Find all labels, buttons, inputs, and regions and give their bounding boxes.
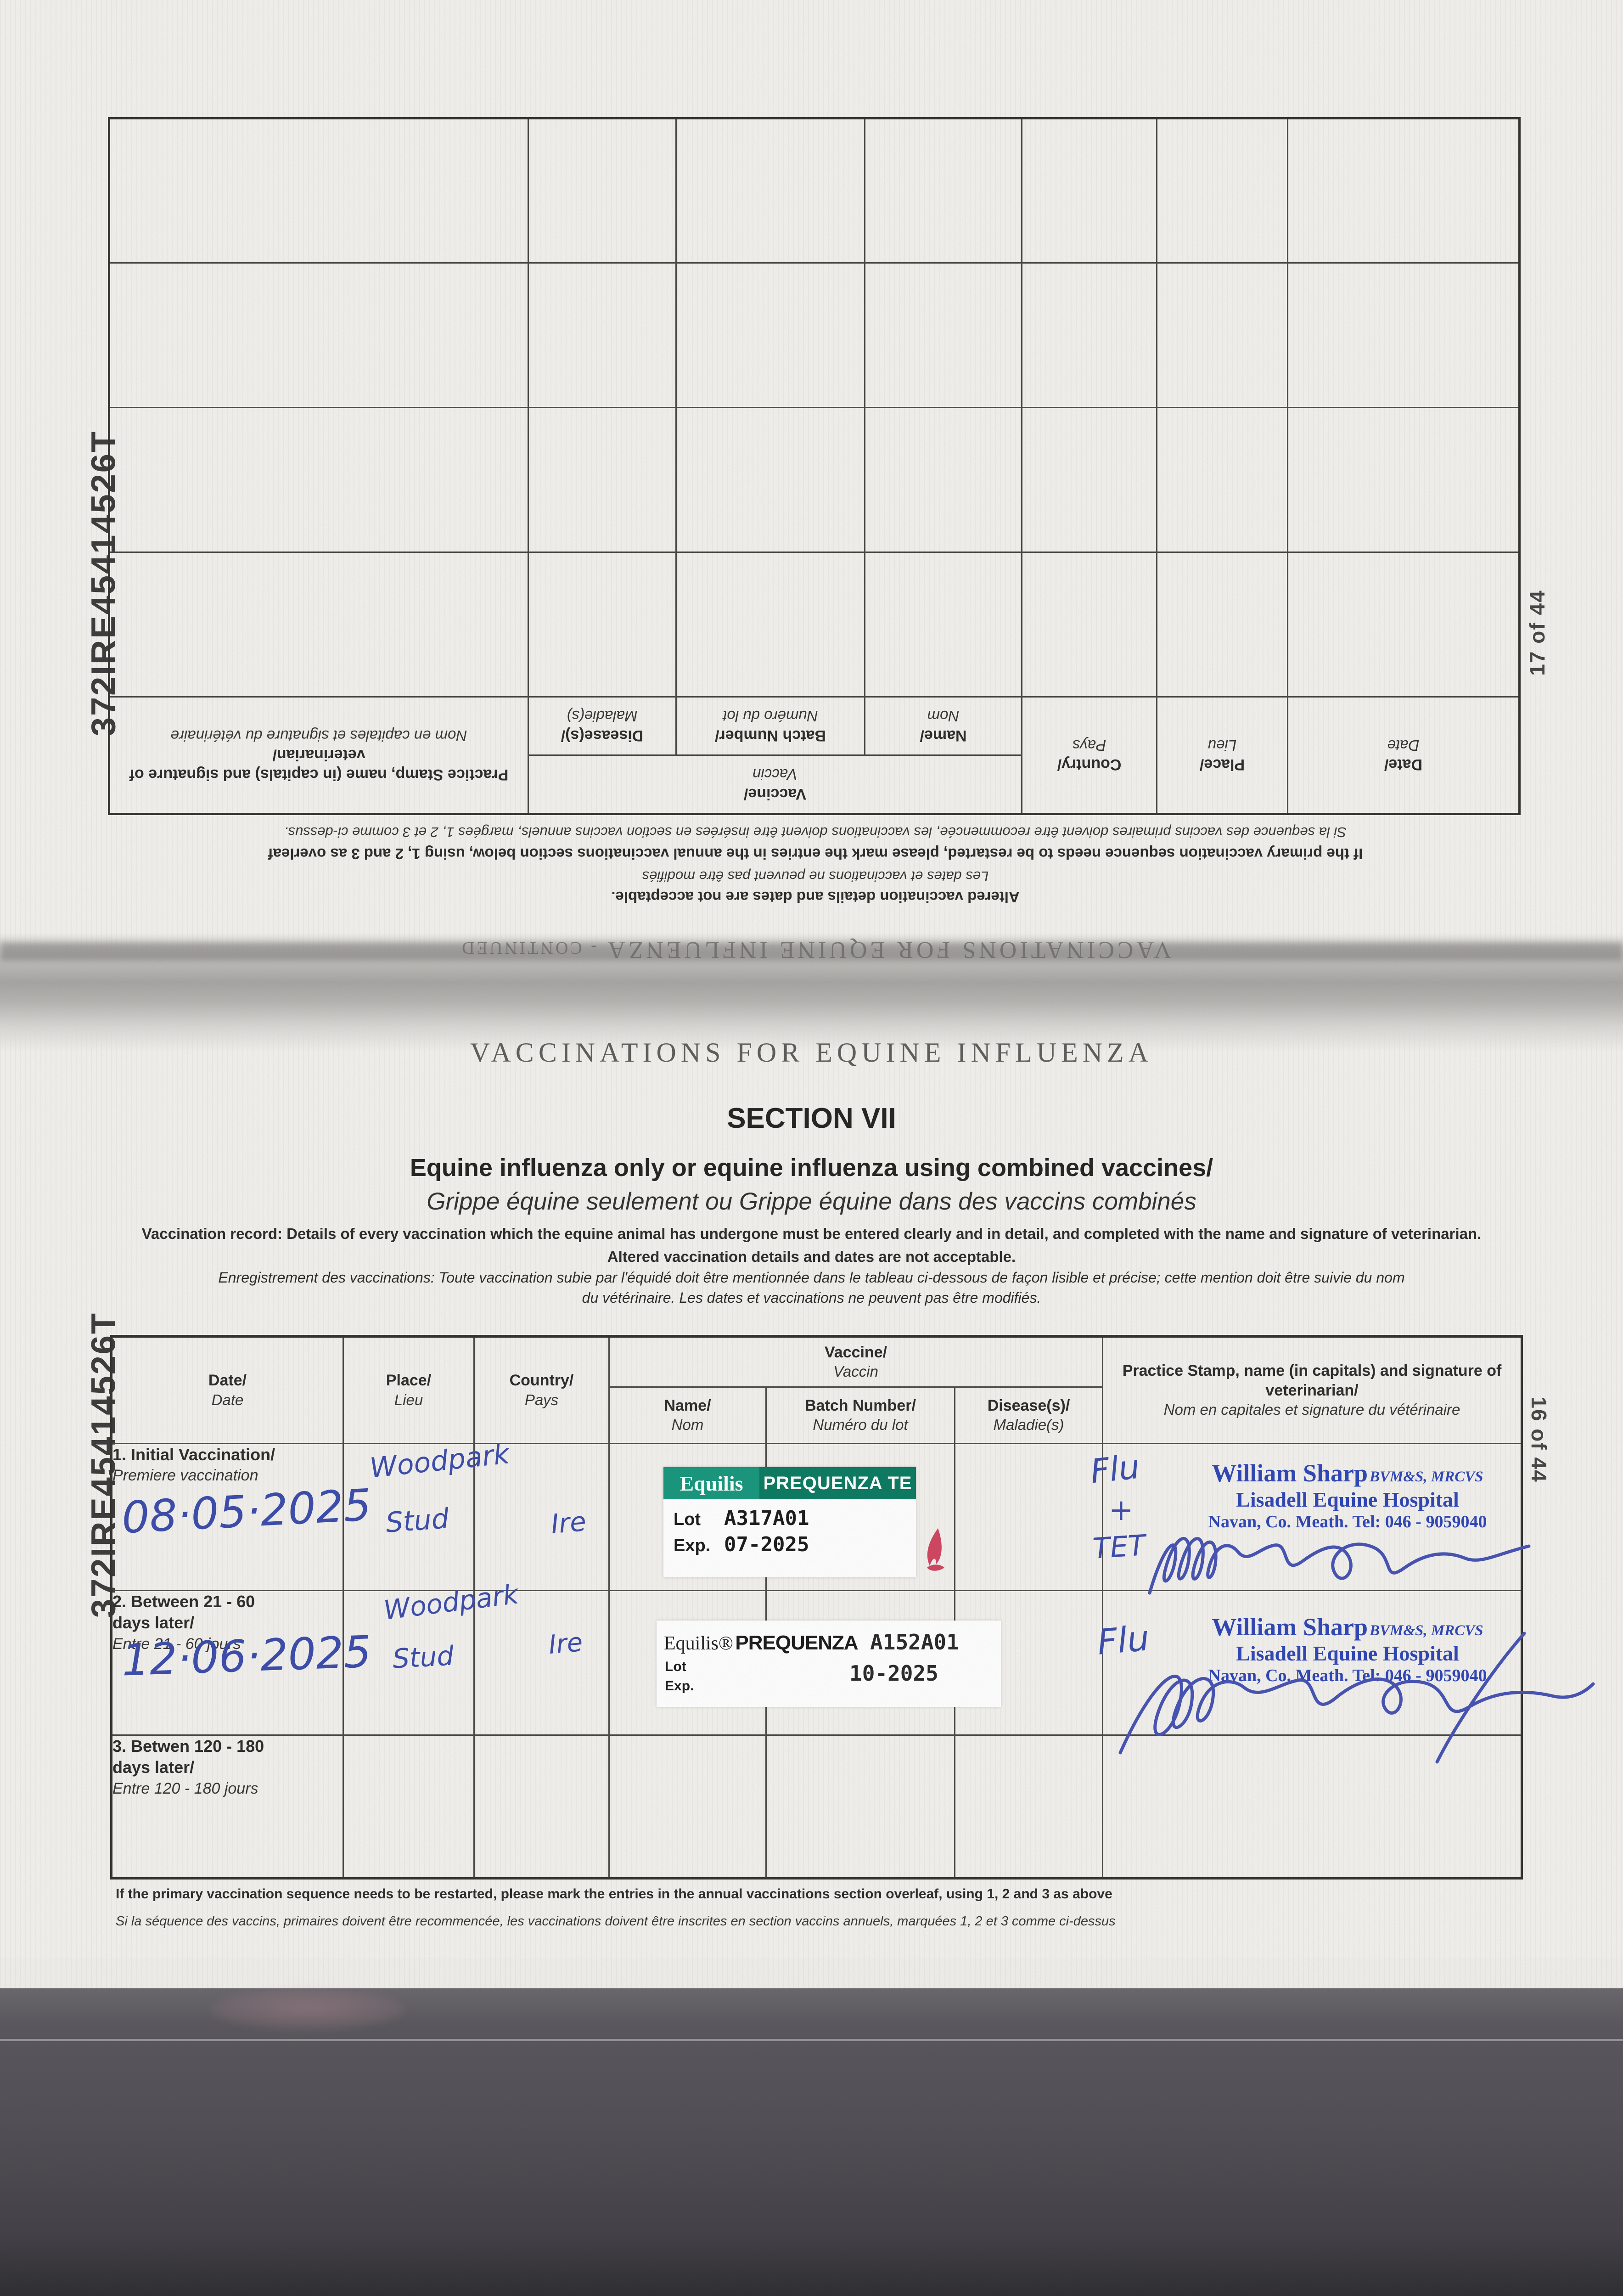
- vet-qualifications: BVM&S, MRCVS: [1369, 1469, 1483, 1485]
- sticker2-exp-label: Exp.: [665, 1678, 694, 1694]
- row1-place-handwritten-line2: Stud: [384, 1503, 450, 1539]
- subtitle-fr: Grippe équine seulement ou Grippe équine…: [427, 1188, 1196, 1215]
- table-row: [109, 552, 1520, 697]
- vaccination-record-area: Date/Date Place/Lieu Country/Pays Vaccin…: [110, 1335, 1595, 1880]
- sticker2-product: PREQUENZA: [735, 1632, 858, 1654]
- sticker-product: PREQUENZA TE: [759, 1467, 916, 1499]
- header-place: Place/Lieu: [343, 1335, 475, 1444]
- header-date: Date/Date: [1287, 697, 1520, 814]
- sticker2-batch: A152A01: [870, 1630, 959, 1654]
- row1-disease-plus: +: [1109, 1493, 1134, 1527]
- page-number-16: 16 of 44: [1527, 1396, 1551, 1483]
- note-altered-fr: Les dates et vaccinations ne peuvent pas…: [642, 868, 989, 884]
- header-name: Name/Nom: [865, 697, 1022, 755]
- section-title: VACCINATIONS FOR EQUINE INFLUENZA: [470, 1037, 1153, 1068]
- header-batch: Batch Number/Numéro du lot: [676, 697, 865, 755]
- header-country: Country/Pays: [1022, 697, 1157, 814]
- table-row: [109, 118, 1520, 263]
- header-place: Place/Lieu: [1157, 697, 1288, 814]
- table-header-row: Date/Date Place/Lieu Country/Pays Vaccin…: [111, 1335, 1523, 1444]
- row1-disease-flu: Flu: [1088, 1447, 1142, 1491]
- sticker2-exp-value: 10-2025: [849, 1661, 938, 1686]
- header-vaccine: Vaccine/Vaccin: [608, 1335, 1104, 1388]
- sticker2-brand: Equilis®: [664, 1633, 733, 1654]
- scan-bottom-shadow-band: [0, 1988, 1623, 2296]
- sticker-green-band: Equilis PREQUENZA TE: [663, 1467, 916, 1499]
- row2-place-handwritten-line2: Stud: [392, 1640, 455, 1675]
- practice-name: Lisadell Equine Hospital: [1236, 1488, 1459, 1511]
- row2-country-handwritten: Ire: [547, 1627, 584, 1660]
- scan-bottom-edge-line: [0, 2039, 1623, 2041]
- page-17-upside-down: VACCINATIONS FOR EQUINE INFLUENZA - CONT…: [107, 117, 1521, 974]
- header-vaccine: Vaccine/Vaccin: [528, 755, 1022, 814]
- header-disease: Disease(s)/Maladie(s): [954, 1386, 1104, 1444]
- scan-smudge: [211, 1988, 404, 2030]
- red-ink-mark: [927, 1528, 944, 1571]
- table-row: [109, 407, 1520, 552]
- page-number-17: 17 of 44: [1525, 590, 1549, 676]
- row2-date-handwritten: 12·06·2025: [121, 1626, 372, 1686]
- vet-name: William Sharp: [1212, 1459, 1368, 1487]
- vet-signature-row2: [1118, 1632, 1595, 1764]
- lot-value: A317A01: [724, 1507, 809, 1530]
- lot-label: Lot: [674, 1510, 701, 1529]
- record-note-fr2: du vétérinaire. Les dates et vaccination…: [582, 1289, 1041, 1306]
- subtitle-en: Equine influenza only or equine influenz…: [410, 1154, 1213, 1182]
- record-note-bold: Altered vaccination details and dates ar…: [607, 1248, 1016, 1265]
- row1-disease-tet: TET: [1091, 1528, 1147, 1565]
- vaccination-table-continued: Date/Date Place/Lieu Country/Pays Vaccin…: [107, 117, 1521, 815]
- vet-signature-row1: [1148, 1537, 1531, 1595]
- sticker2-lot-label: Lot: [665, 1659, 686, 1674]
- row3-label: 3. Betwen 120 - 180 days later/ Entre 12…: [111, 1734, 344, 1879]
- vaccination-table: Date/Date Place/Lieu Country/Pays Vaccin…: [110, 1335, 1523, 1880]
- vaccine-sticker-prequenza: Equilis® PREQUENZA A152A01 Lot Exp. 10-2…: [657, 1621, 1001, 1707]
- table-row: [109, 263, 1520, 408]
- footer-instruction-fr: Si la séquence des vaccins, primaires do…: [116, 1914, 1116, 1929]
- continued-title-suffix: - CONTINUED: [460, 938, 597, 957]
- exp-value: 07-2025: [724, 1533, 809, 1556]
- note-restart: If the primary vaccination sequence need…: [268, 845, 1363, 862]
- section-number: SECTION VII: [727, 1103, 896, 1134]
- row1-country-handwritten: Ire: [550, 1505, 588, 1540]
- header-name: Name/Nom: [608, 1386, 767, 1444]
- continued-title-text: VACCINATIONS FOR EQUINE INFLUENZA: [606, 937, 1171, 963]
- vaccine-sticker-prequenza-te: Equilis PREQUENZA TE Lot A317A01 Exp. 07…: [663, 1467, 916, 1577]
- record-note-en: Vaccination record: Details of every vac…: [141, 1225, 1482, 1242]
- table-header-row: Date/Date Place/Lieu Country/Pays Vaccin…: [109, 697, 1520, 814]
- continued-title: VACCINATIONS FOR EQUINE INFLUENZA - CONT…: [110, 936, 1521, 963]
- header-batch: Batch Number/Numéro du lot: [765, 1386, 955, 1444]
- header-date: Date/Date: [111, 1335, 344, 1444]
- note-restart-fr: Si la sequence des vaccins primaires doi…: [284, 824, 1347, 840]
- sticker-brand: Equilis: [663, 1467, 759, 1499]
- header-stamp: Practice Stamp, name (in capitals) and s…: [109, 697, 528, 814]
- exp-label: Exp.: [674, 1536, 711, 1555]
- header-disease: Disease(s)/Maladie(s): [528, 697, 676, 755]
- record-note-fr1: Enregistrement des vaccinations: Toute v…: [218, 1269, 1405, 1286]
- header-stamp: Practice Stamp, name (in capitals) and s…: [1102, 1335, 1523, 1444]
- note-altered: Altered vaccination details and dates ar…: [611, 889, 1020, 906]
- footer-instruction-en: If the primary vaccination sequence need…: [116, 1886, 1112, 1902]
- header-country: Country/Pays: [473, 1335, 610, 1444]
